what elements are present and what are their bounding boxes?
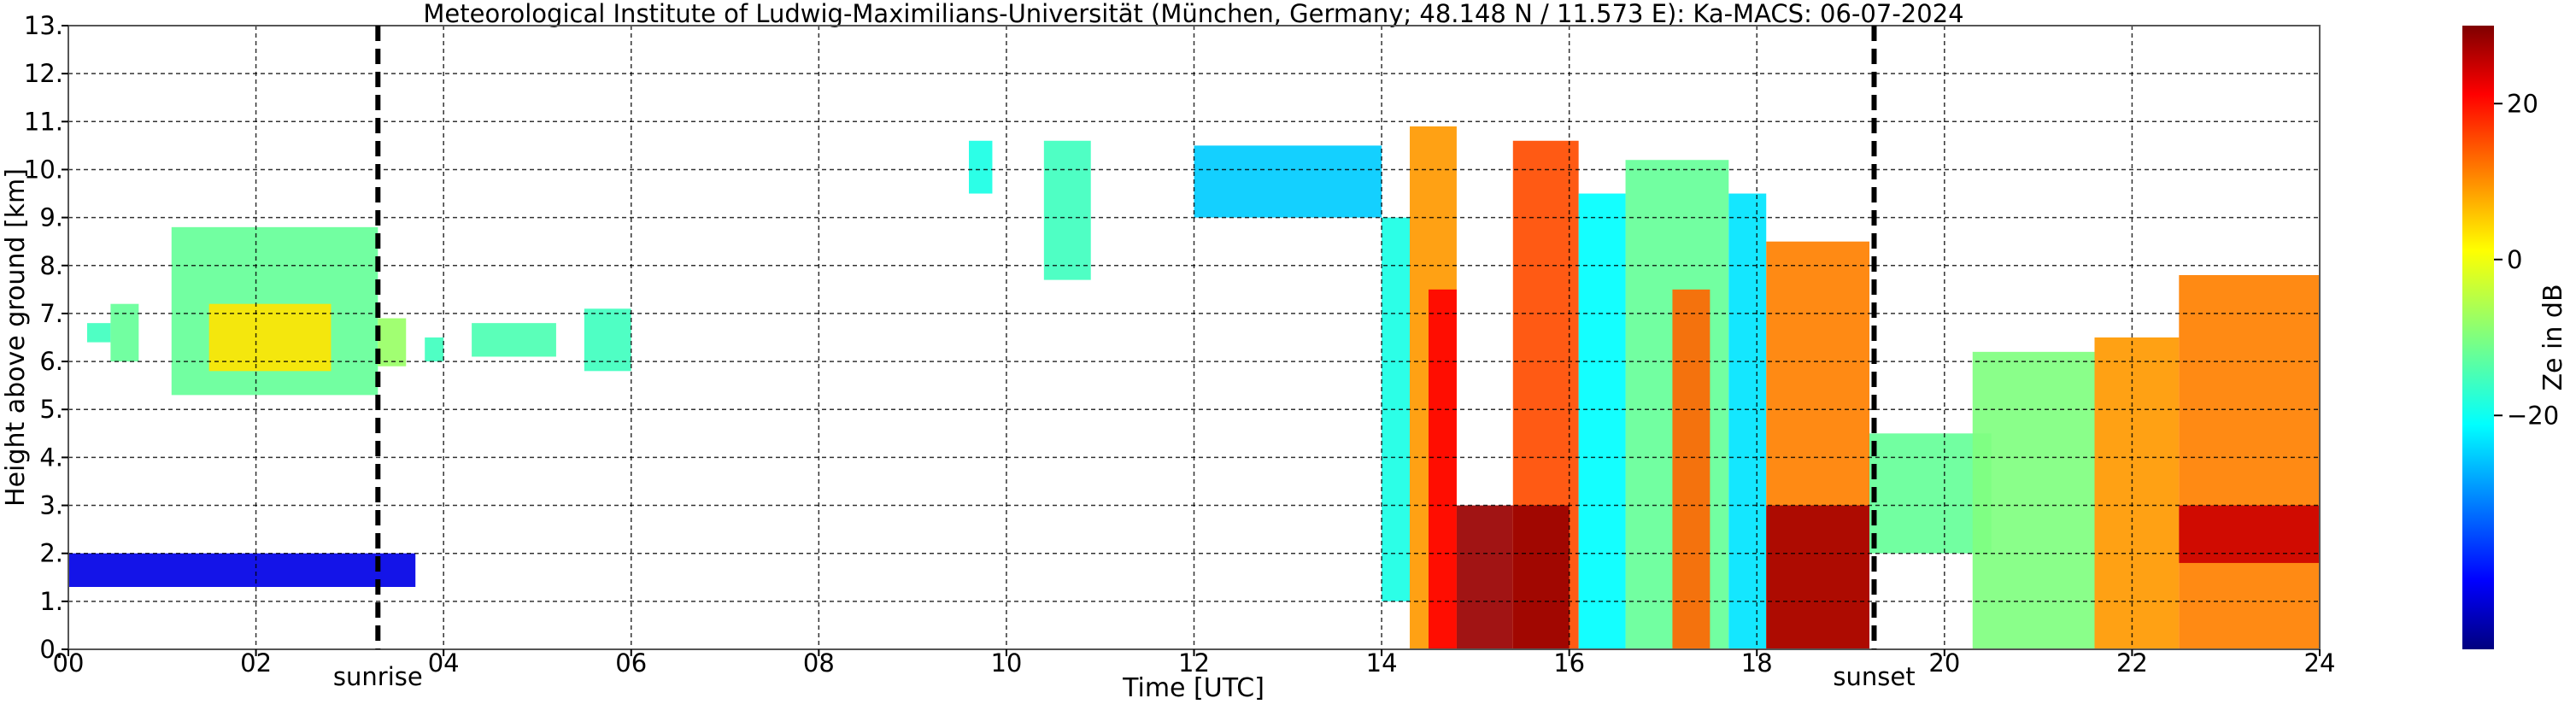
x-tick-label: 08 [803, 648, 835, 678]
y-tick-label: 3. [39, 491, 63, 520]
x-tick-label: 24 [2304, 648, 2336, 678]
y-tick-label: 10. [24, 155, 63, 184]
echo-layer [68, 126, 2320, 649]
echo-region [1043, 140, 1091, 280]
x-tick-label: 12 [1178, 648, 1210, 678]
y-tick-label: 4. [39, 443, 63, 472]
echo-region [208, 303, 332, 372]
y-tick-label: 8. [39, 251, 63, 280]
sun-marker-label: sunset [1833, 662, 1915, 691]
x-tick-label: 04 [428, 648, 460, 678]
echo-region [68, 553, 416, 587]
echo-region [425, 337, 444, 362]
colorbar-label: Ze in dB [2538, 284, 2568, 390]
echo-region [2179, 275, 2320, 649]
y-tick-label: 6. [39, 347, 63, 376]
colorbar-tick-label: 20 [2507, 89, 2538, 118]
y-tick-label: 9. [39, 203, 63, 232]
sun-markers: sunrise sunset [333, 26, 1916, 691]
x-axis-ticks: 00 02 04 06 08 10 12 14 16 18 20 22 24 [53, 648, 2336, 678]
chart-title: Meteorological Institute of Ludwig-Maxim… [423, 0, 1963, 28]
x-tick-label: 06 [615, 648, 647, 678]
x-tick-label: 20 [1928, 648, 1960, 678]
echo-region [1869, 433, 1992, 554]
y-tick-label: 0. [39, 635, 63, 664]
x-tick-label: 16 [1553, 648, 1585, 678]
y-axis-label: Height above ground [km] [1, 168, 31, 507]
y-tick-label: 7. [39, 299, 63, 328]
echo-region [1672, 289, 1710, 649]
x-tick-label: 00 [53, 648, 85, 678]
echo-region [2094, 337, 2180, 649]
echo-region [1428, 289, 1457, 649]
echo-region [1578, 193, 1626, 649]
y-tick-label: 5. [39, 395, 63, 424]
colorbar-tick-label: −20 [2507, 401, 2559, 430]
y-tick-label: 1. [39, 587, 63, 616]
echo-region [1512, 505, 1570, 649]
y-tick-label: 12. [24, 59, 63, 88]
echo-region [378, 318, 407, 367]
echo-region [584, 308, 631, 372]
echo-region [472, 323, 556, 357]
y-tick-label: 11. [24, 107, 63, 136]
echo-region [1194, 145, 1382, 218]
colorbar-tick-label: 0 [2507, 245, 2522, 274]
echo-region [2179, 505, 2320, 563]
x-tick-label: 14 [1366, 648, 1398, 678]
echo-region [1728, 193, 1767, 649]
y-tick-label: 2. [39, 539, 63, 568]
y-tick-label: 13. [24, 11, 63, 40]
echo-region [1972, 351, 2095, 649]
echo-region [1766, 505, 1869, 649]
sun-marker-label: sunrise [333, 662, 423, 691]
x-tick-label: 02 [240, 648, 272, 678]
x-axis-label: Time [UTC] [1122, 673, 1265, 703]
x-tick-label: 10 [990, 648, 1022, 678]
colorbar-ticks: 20 0 −20 [2494, 89, 2559, 430]
x-tick-label: 22 [2116, 648, 2148, 678]
grid-lines [68, 26, 2320, 649]
colorbar [2462, 26, 2494, 649]
echo-region [1456, 505, 1513, 649]
x-tick-label: 18 [1741, 648, 1773, 678]
echo-region [110, 303, 139, 362]
echo-region [86, 323, 111, 343]
echo-region [969, 140, 993, 194]
y-axis-ticks: 0. 1. 2. 3. 4. 5. 6. 7. 8. 9. 10. 11. 12. 13. [24, 11, 68, 664]
